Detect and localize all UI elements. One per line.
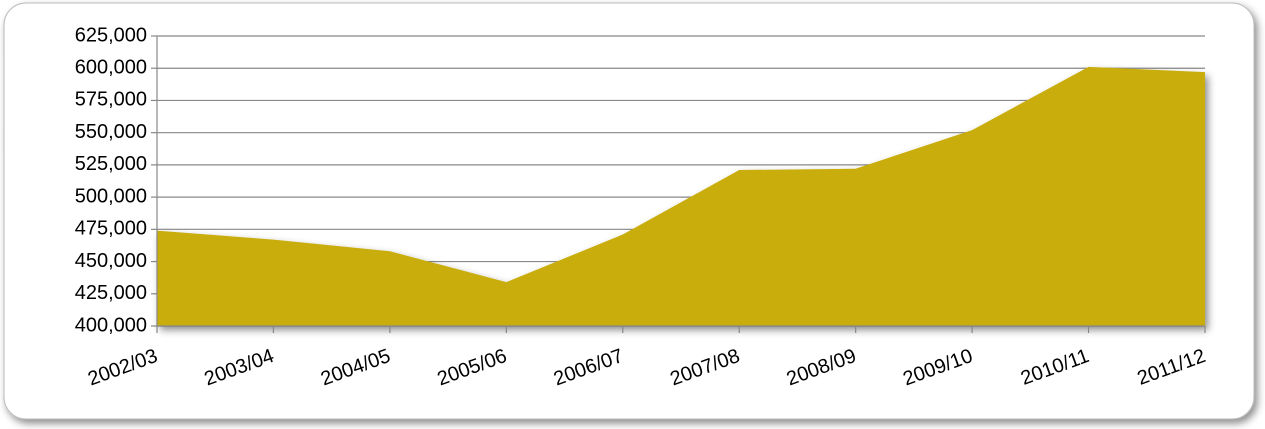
y-tick-label: 425,000 xyxy=(75,282,147,304)
area xyxy=(157,66,1205,326)
y-tick-label: 450,000 xyxy=(75,250,147,272)
y-tick-label: 475,000 xyxy=(75,218,147,240)
y-tick-label: 625,000 xyxy=(75,24,147,46)
y-tick-label: 550,000 xyxy=(75,121,147,143)
y-tick-label: 575,000 xyxy=(75,89,147,111)
y-tick-label: 400,000 xyxy=(75,314,147,336)
y-tick-label: 500,000 xyxy=(75,185,147,207)
y-tick-label: 525,000 xyxy=(75,153,147,175)
y-tick-label: 600,000 xyxy=(75,57,147,79)
